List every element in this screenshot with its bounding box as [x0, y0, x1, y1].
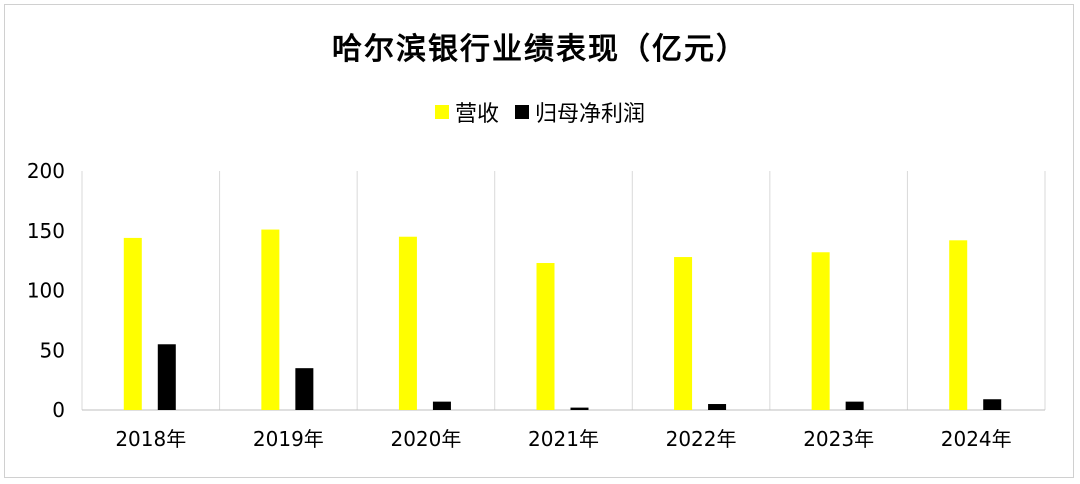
- x-tick-label: 2022年: [666, 427, 737, 451]
- x-tick-label: 2024年: [941, 427, 1012, 451]
- chart-title: 哈尔滨银行业绩表现（亿元）: [332, 32, 748, 67]
- legend-item-revenue: 营收: [434, 96, 499, 128]
- chart-legend: 营收 归母净利润: [0, 96, 1080, 128]
- bar-net-profit: [983, 399, 1002, 410]
- bar-revenue: [123, 237, 142, 410]
- bar-revenue: [674, 257, 693, 410]
- y-tick-label: 150: [27, 219, 65, 243]
- legend-label-net-profit: 归母净利润: [535, 102, 646, 127]
- x-tick-label: 2020年: [390, 427, 461, 451]
- legend-item-net-profit: 归母净利润: [515, 96, 645, 128]
- bar-revenue: [811, 252, 830, 410]
- x-tick-label: 2021年: [528, 427, 599, 451]
- legend-label-revenue: 营收: [454, 102, 499, 127]
- y-tick-label: 0: [52, 398, 65, 422]
- bar-net-profit: [432, 401, 451, 410]
- bar-revenue: [949, 240, 968, 410]
- bar-net-profit: [845, 401, 864, 410]
- bar-net-profit: [708, 404, 727, 410]
- y-tick-label: 50: [40, 338, 65, 362]
- y-tick-label: 100: [27, 279, 65, 303]
- bar-net-profit: [295, 368, 314, 410]
- x-tick-label: 2018年: [115, 427, 186, 451]
- bar-revenue: [398, 236, 417, 410]
- legend-swatch-revenue: [434, 105, 449, 119]
- legend-swatch-net-profit: [515, 105, 529, 119]
- bar-net-profit: [570, 407, 589, 410]
- bar-revenue: [536, 263, 555, 410]
- bar-revenue: [261, 229, 280, 410]
- x-tick-label: 2023年: [803, 427, 874, 451]
- y-tick-label: 200: [27, 159, 65, 183]
- x-tick-label: 2019年: [253, 427, 324, 451]
- bar-net-profit: [157, 344, 176, 410]
